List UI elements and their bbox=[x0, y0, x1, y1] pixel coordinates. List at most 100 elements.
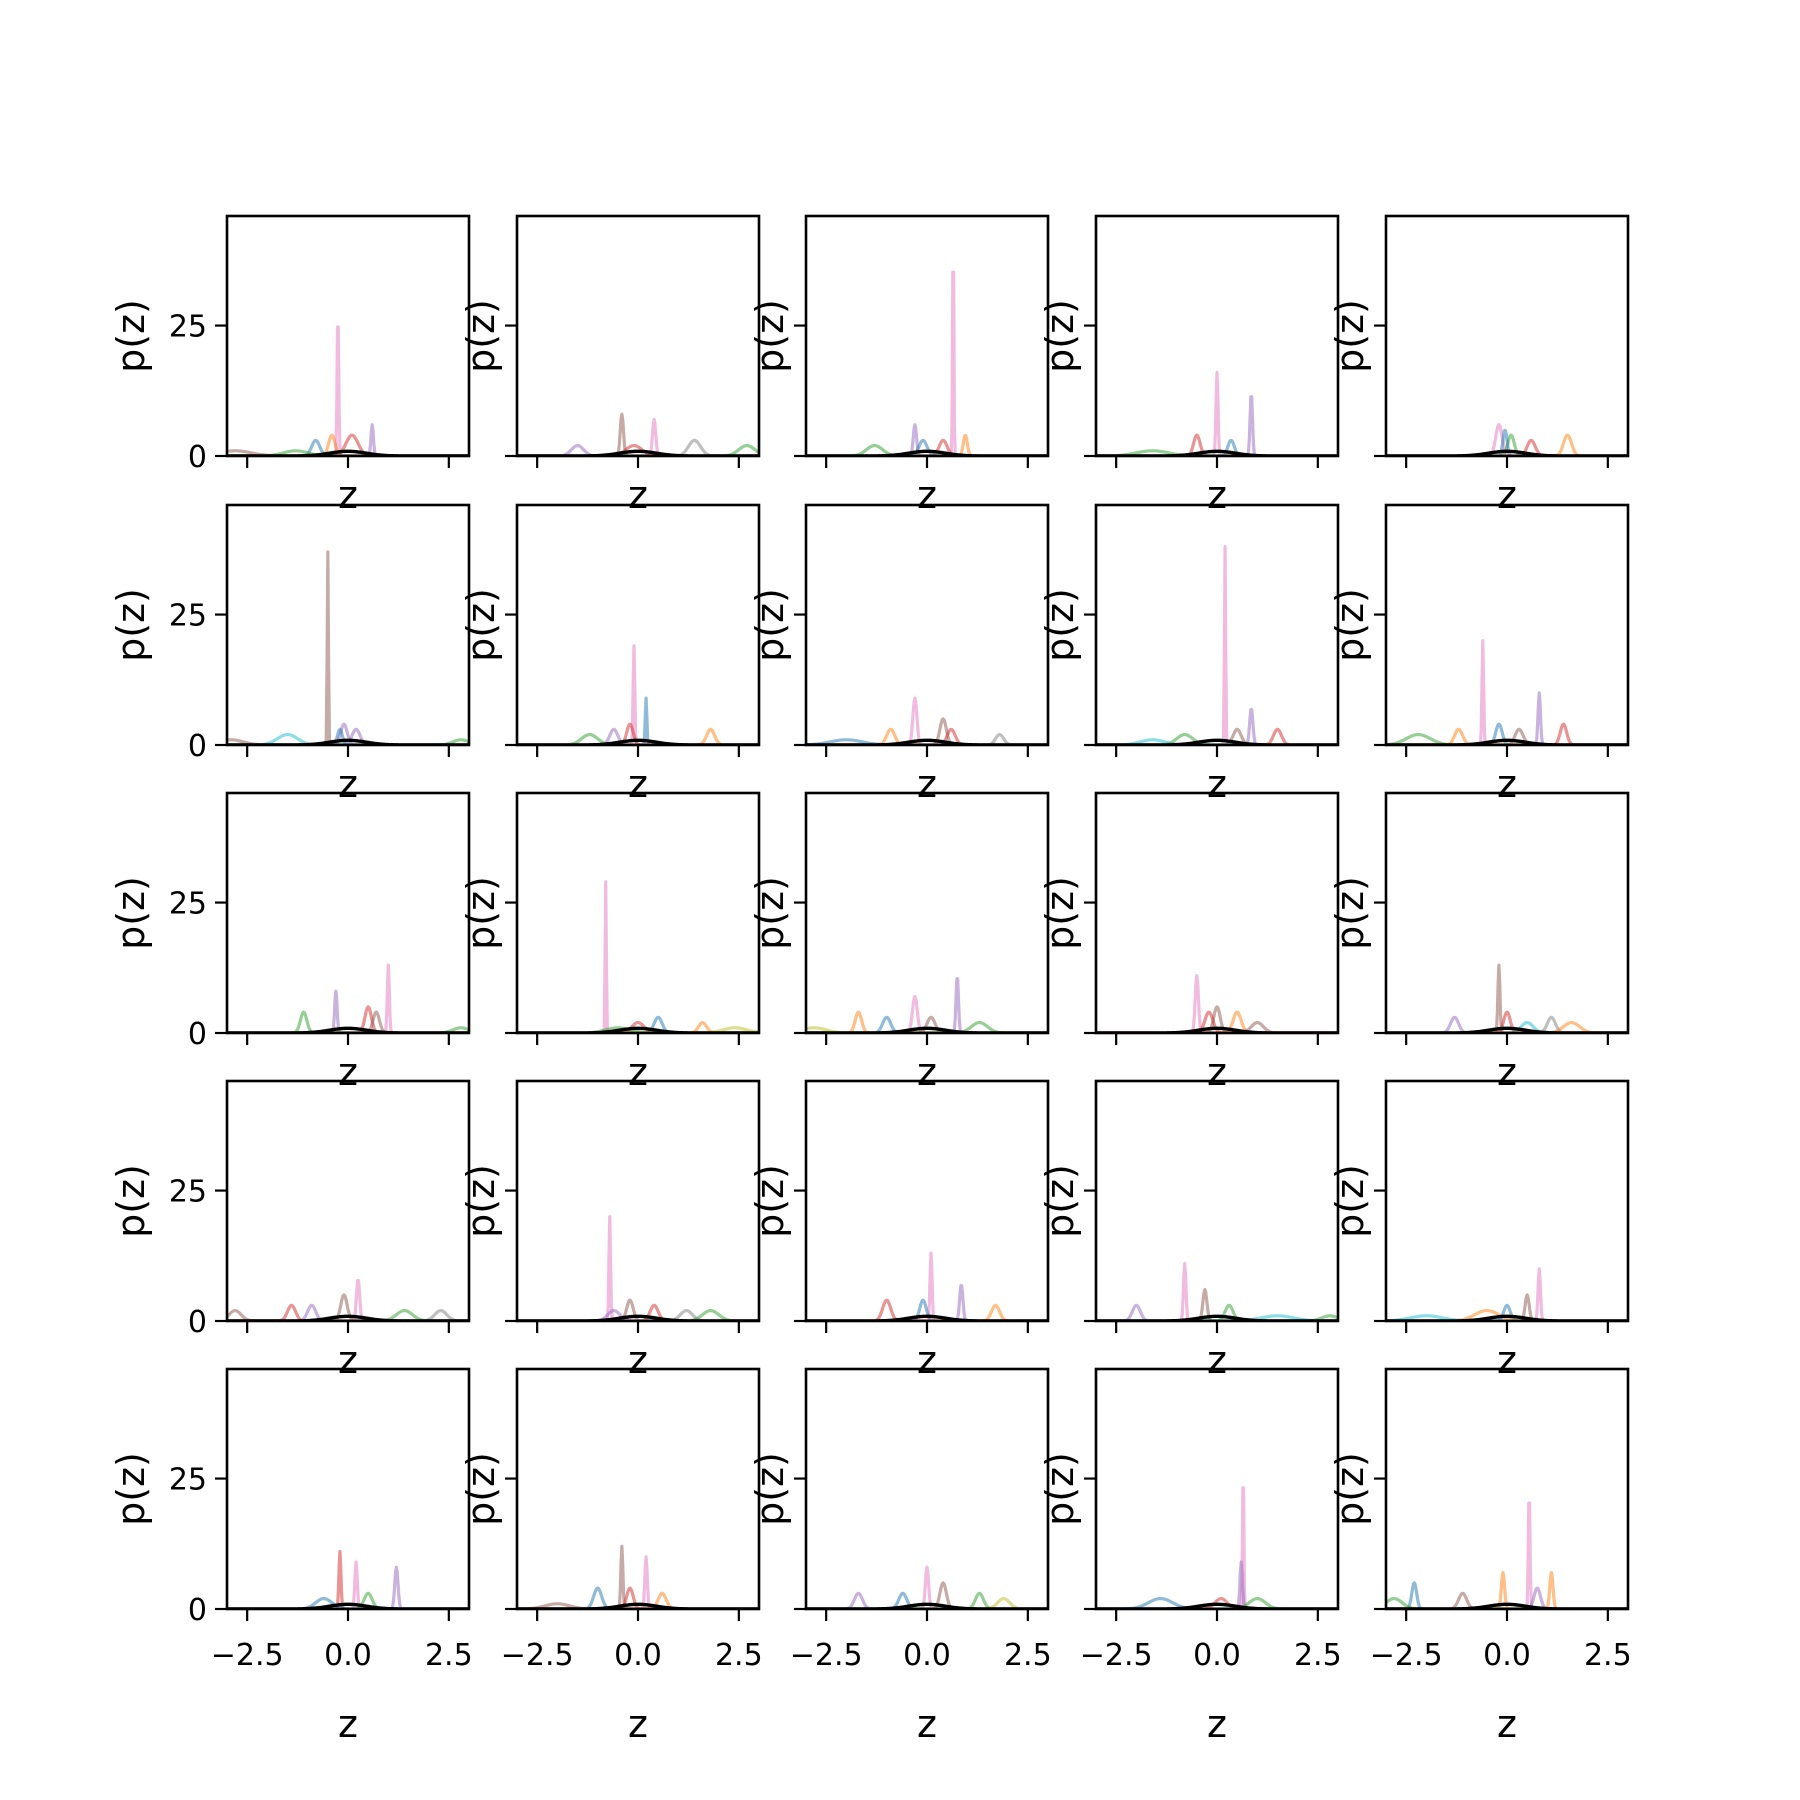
series-line bbox=[806, 438, 1048, 456]
mean-line bbox=[517, 1602, 759, 1609]
series-line bbox=[227, 1560, 469, 1609]
mean-line bbox=[517, 738, 759, 745]
x-axis-label: z bbox=[1497, 473, 1517, 517]
y-axis-label: p(z) bbox=[109, 1164, 153, 1238]
curves bbox=[227, 1278, 469, 1321]
series-line bbox=[806, 1015, 1048, 1033]
x-tick-label: 2.5 bbox=[1584, 1638, 1632, 1673]
x-axis-label: z bbox=[338, 1702, 358, 1746]
x-axis-label: z bbox=[1207, 473, 1227, 517]
curves bbox=[227, 963, 469, 1033]
series-line bbox=[1386, 963, 1628, 1033]
series-line bbox=[806, 727, 1048, 745]
series-line bbox=[1096, 974, 1338, 1033]
series-line bbox=[1386, 639, 1628, 745]
y-axis-label: p(z) bbox=[109, 876, 153, 950]
curves bbox=[1096, 1486, 1338, 1609]
series-line bbox=[517, 443, 759, 456]
series-line bbox=[227, 727, 469, 745]
series-line bbox=[517, 696, 759, 745]
series-line bbox=[227, 550, 469, 745]
series-line bbox=[1386, 1015, 1628, 1033]
curves bbox=[517, 644, 759, 745]
curves bbox=[1386, 963, 1628, 1033]
mean-line bbox=[517, 1026, 759, 1033]
axes-frame bbox=[1094, 503, 1340, 747]
curves bbox=[1386, 639, 1628, 745]
y-tick-label: 0 bbox=[188, 1593, 207, 1628]
subplot-r1-c3: z p(z) bbox=[1038, 503, 1340, 806]
mean-line bbox=[806, 1602, 1048, 1609]
curves bbox=[227, 325, 469, 456]
mean-line bbox=[227, 1314, 469, 1321]
x-axis-label: z bbox=[917, 1338, 937, 1382]
series-line bbox=[1096, 1005, 1338, 1033]
subplot-r1-c1: z p(z) bbox=[459, 503, 761, 806]
series-line bbox=[1096, 1314, 1338, 1321]
series-line bbox=[1096, 738, 1338, 745]
x-axis-label: z bbox=[338, 473, 358, 517]
series-line bbox=[517, 1544, 759, 1609]
mean-line bbox=[517, 449, 759, 456]
subplot-r3-c0: 0 25 z p(z) bbox=[109, 1079, 471, 1382]
y-axis-label: p(z) bbox=[748, 299, 792, 373]
subplot-r1-c2: z p(z) bbox=[748, 503, 1050, 806]
curves bbox=[806, 696, 1048, 745]
series-line bbox=[517, 880, 759, 1033]
series-line bbox=[1096, 449, 1338, 456]
series-line bbox=[227, 1550, 469, 1609]
series-line bbox=[806, 1565, 1048, 1609]
mean-line bbox=[1096, 449, 1338, 456]
series-line bbox=[227, 722, 469, 745]
y-axis-label: p(z) bbox=[1328, 1164, 1372, 1238]
x-tick-label: 0.0 bbox=[324, 1638, 372, 1673]
y-axis-label: p(z) bbox=[748, 1452, 792, 1526]
mean-line bbox=[1096, 1602, 1338, 1609]
subplot-r4-c4: −2.5 0.0 2.5 z p(z) bbox=[1328, 1367, 1632, 1746]
series-line bbox=[227, 1293, 469, 1321]
axes-frame bbox=[804, 1079, 1050, 1323]
series-line bbox=[806, 738, 1048, 745]
series-line bbox=[1096, 1486, 1338, 1609]
curves bbox=[1096, 545, 1338, 745]
axes-frame bbox=[225, 503, 471, 747]
series-line bbox=[1096, 370, 1338, 456]
y-axis-label: p(z) bbox=[459, 1452, 503, 1526]
axes-frame bbox=[225, 1079, 471, 1323]
axes-frame bbox=[1384, 503, 1630, 747]
series-line bbox=[1386, 1308, 1628, 1321]
curves bbox=[517, 412, 759, 456]
subplot-grid: 0 25 z p(z) z p(z) z p(z) z p(z) z p(z) 0 25 z p(z) z p(z… bbox=[109, 214, 1632, 1746]
x-tick-label: 0.0 bbox=[1483, 1638, 1531, 1673]
x-tick-label: −2.5 bbox=[1370, 1638, 1443, 1673]
curves bbox=[1386, 1501, 1628, 1609]
subplot-r3-c2: z p(z) bbox=[748, 1079, 1050, 1382]
y-axis-label: p(z) bbox=[109, 588, 153, 662]
curves bbox=[806, 1565, 1048, 1609]
axes-frame bbox=[225, 214, 471, 458]
x-axis-label: z bbox=[1497, 1338, 1517, 1382]
y-tick-label: 25 bbox=[169, 310, 207, 345]
y-tick-label: 25 bbox=[169, 1175, 207, 1210]
axes-frame bbox=[804, 791, 1050, 1035]
axes-frame bbox=[515, 503, 761, 747]
x-axis-label: z bbox=[338, 1050, 358, 1094]
subplot-r4-c1: −2.5 0.0 2.5 z p(z) bbox=[459, 1367, 763, 1746]
series-line bbox=[1386, 1010, 1628, 1033]
x-tick-label: 2.5 bbox=[1004, 1638, 1052, 1673]
series-line bbox=[1096, 545, 1338, 745]
series-line bbox=[1096, 1303, 1338, 1321]
x-axis-label: z bbox=[628, 762, 648, 806]
axes-frame bbox=[804, 503, 1050, 747]
curves bbox=[1096, 370, 1338, 456]
series-line bbox=[517, 1026, 759, 1033]
x-axis-label: z bbox=[1207, 1050, 1227, 1094]
y-axis-label: p(z) bbox=[1328, 876, 1372, 950]
y-axis-label: p(z) bbox=[459, 876, 503, 950]
curves bbox=[227, 1550, 469, 1609]
axes-frame bbox=[515, 1079, 761, 1323]
series-line bbox=[806, 1298, 1048, 1321]
x-axis-label: z bbox=[1497, 1050, 1517, 1094]
mean-line bbox=[1386, 1602, 1628, 1609]
